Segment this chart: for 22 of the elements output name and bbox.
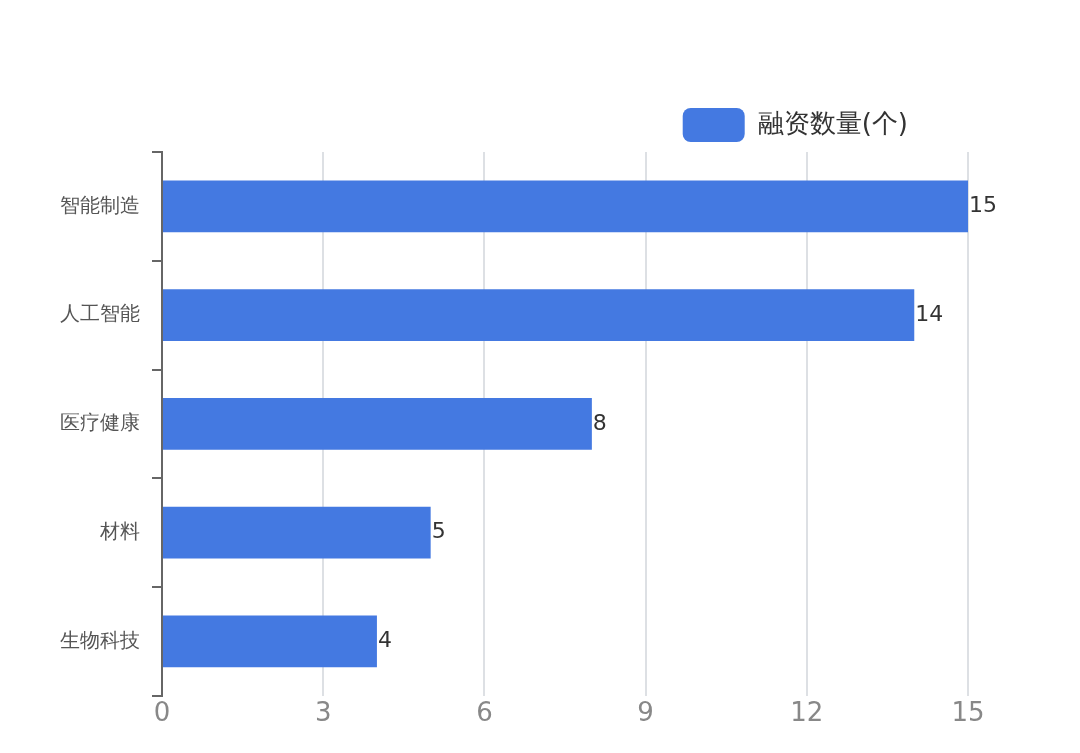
x-tick-label: 9 — [637, 697, 654, 728]
x-tick-label: 6 — [476, 697, 493, 728]
bar — [163, 180, 968, 233]
y-tick-label: 智能制造 — [60, 192, 140, 217]
legend-label: 融资数量(个) — [757, 107, 909, 138]
data-label: 5 — [431, 518, 446, 544]
data-label: 14 — [915, 300, 944, 326]
x-tick-label: 15 — [951, 697, 985, 728]
bar — [163, 289, 915, 341]
bar — [163, 398, 592, 450]
y-tick-label: 医疗健康 — [60, 410, 140, 435]
x-tick-label: 0 — [153, 697, 171, 728]
bar — [163, 506, 431, 559]
x-tick-label: 3 — [314, 697, 332, 728]
y-tick-label: 材料 — [99, 518, 140, 543]
x-tick-label: 12 — [790, 697, 824, 728]
y-tick-label: 人工智能 — [60, 301, 140, 326]
bar — [163, 615, 377, 668]
data-label: 4 — [377, 627, 392, 653]
data-label: 15 — [969, 192, 997, 218]
data-label: 8 — [592, 409, 607, 435]
y-tick-label: 生物科技 — [60, 627, 140, 652]
